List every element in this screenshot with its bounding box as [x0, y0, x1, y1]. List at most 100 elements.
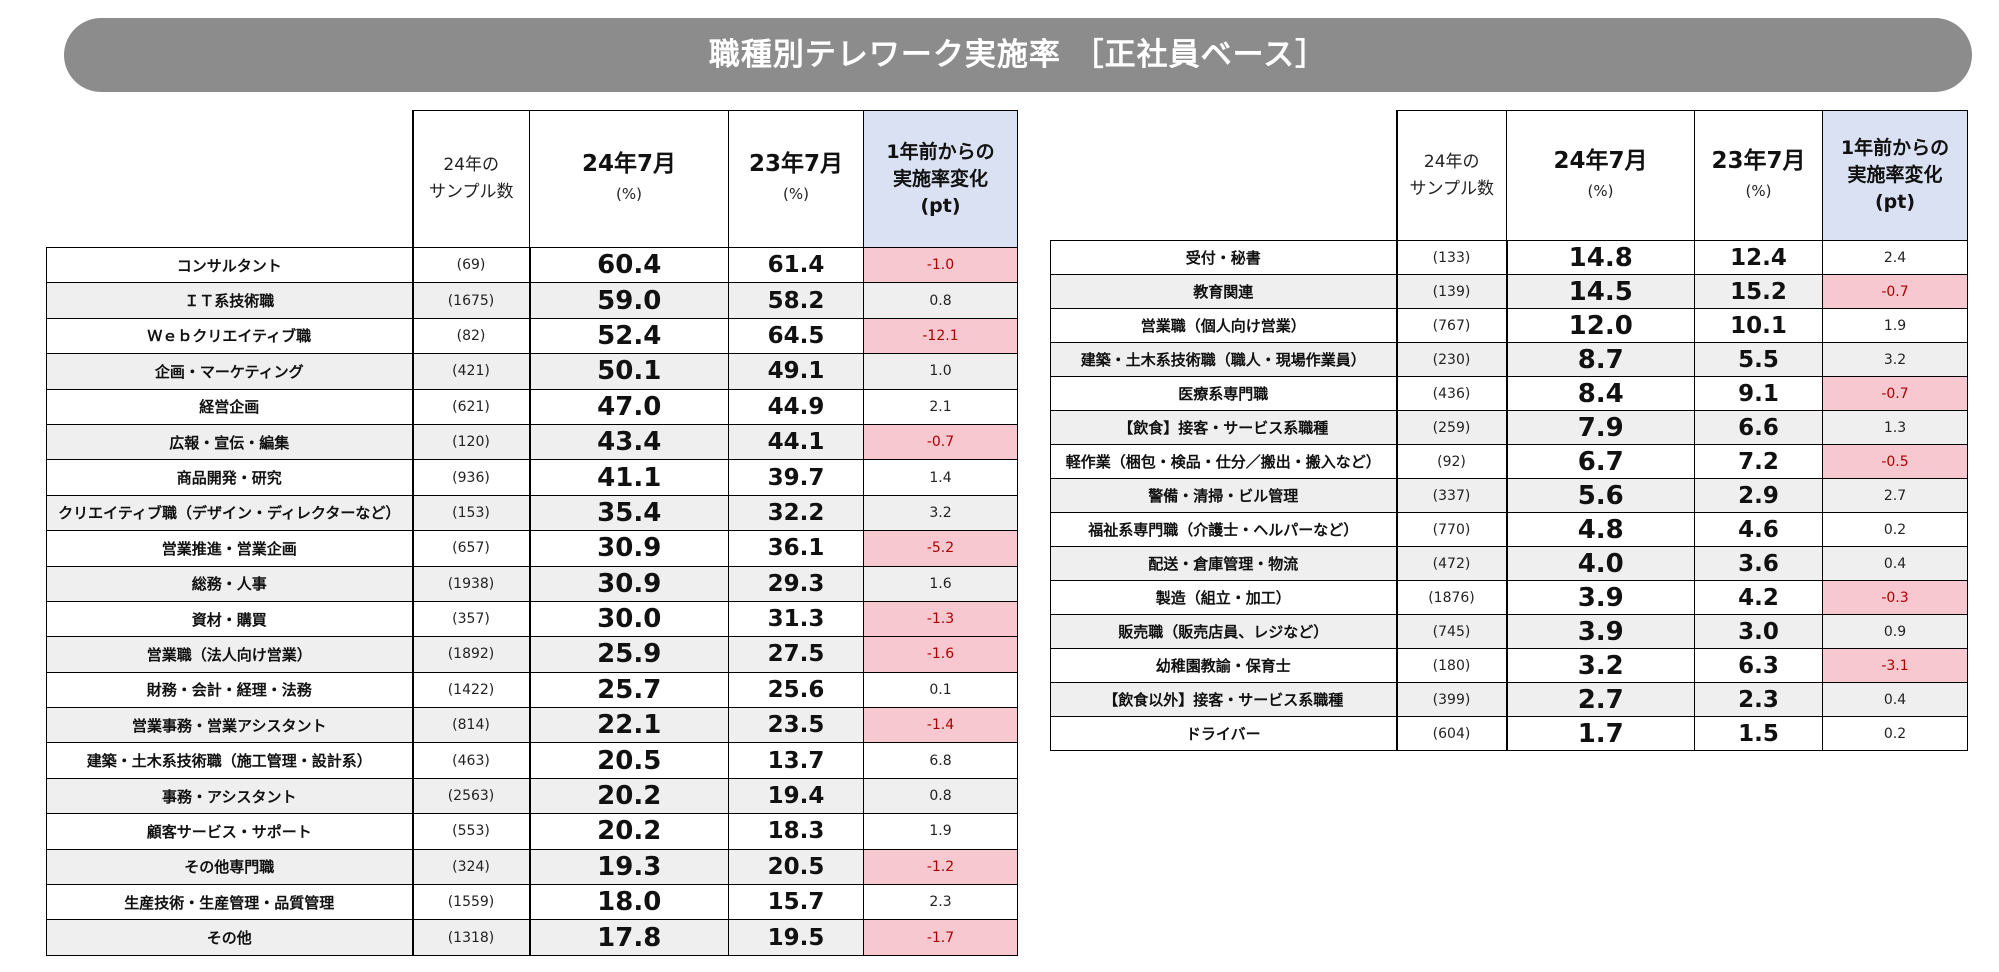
occupation-label: 生産技術・生産管理・品質管理 — [46, 884, 414, 921]
sample-count: (621) — [412, 388, 531, 425]
table-row: 資材・購買 (357) 30.0 31.3 -1.3 — [46, 600, 1018, 638]
table-row: 建築・土木系技術職（職人・現場作業員） (230) 8.7 5.5 3.2 — [1050, 342, 1968, 377]
table-row: 営業職（法人向け営業） (1892) 25.9 27.5 -1.6 — [46, 636, 1018, 673]
occupation-label: 顧客サービス・サポート — [46, 813, 414, 850]
rate-2023: 13.7 — [728, 742, 864, 779]
rate-2023: 23.5 — [728, 707, 864, 744]
table-row: 営業職（個人向け営業） (767) 12.0 10.1 1.9 — [1050, 308, 1968, 343]
header-blank — [46, 110, 414, 248]
occupation-label: ＩＴ系技術職 — [46, 282, 414, 319]
table-row: 建築・土木系技術職（施工管理・設計系） (463) 20.5 13.7 6.8 — [46, 742, 1018, 779]
occupation-label: 警備・清掃・ビル管理 — [1050, 478, 1398, 513]
occupation-label: 総務・人事 — [46, 565, 414, 602]
rate-2023: 32.2 — [728, 494, 864, 532]
occupation-label: 製造（組立・加工） — [1050, 580, 1398, 615]
rate-change: 0.8 — [863, 282, 1018, 319]
table-row: 商品開発・研究 (936) 41.1 39.7 1.4 — [46, 459, 1018, 496]
occupation-label: 企画・マーケティング — [46, 353, 414, 390]
title-banner: 職種別テレワーク実施率 ［正社員ベース］ — [64, 18, 1972, 92]
sample-count: (259) — [1396, 410, 1508, 445]
rate-change: 0.4 — [1822, 682, 1968, 717]
sample-count: (2563) — [412, 777, 531, 815]
rate-2023: 20.5 — [728, 848, 864, 886]
sample-count: (463) — [412, 742, 531, 779]
occupation-label: 幼稚園教諭・保育士 — [1050, 648, 1398, 683]
sample-count: (1938) — [412, 565, 531, 602]
table-row: 医療系専門職 (436) 8.4 9.1 -0.7 — [1050, 376, 1968, 411]
sample-count: (230) — [1396, 342, 1508, 377]
table-row: 【飲食】接客・サービス系職種 (259) 7.9 6.6 1.3 — [1050, 410, 1968, 445]
table-row: 幼稚園教諭・保育士 (180) 3.2 6.3 -3.1 — [1050, 648, 1968, 683]
rate-change: 3.2 — [863, 494, 1018, 532]
rate-2024: 3.9 — [1506, 580, 1695, 615]
occupation-label: その他 — [46, 919, 414, 956]
rate-change: -0.5 — [1822, 444, 1968, 479]
occupation-label: ドライバー — [1050, 716, 1398, 751]
rate-change: -0.7 — [863, 423, 1018, 461]
table-row: 受付・秘書 (133) 14.8 12.4 2.4 — [1050, 240, 1968, 275]
table-row: 事務・アシスタント (2563) 20.2 19.4 0.8 — [46, 777, 1018, 815]
occupation-label: 医療系専門職 — [1050, 376, 1398, 411]
rate-2023: 4.2 — [1694, 580, 1823, 615]
sample-count: (357) — [412, 600, 531, 638]
header-23: 23年7月 (%) — [728, 110, 864, 248]
occupation-label: 建築・土木系技術職（職人・現場作業員） — [1050, 342, 1398, 377]
sample-count: (553) — [412, 813, 531, 850]
sample-count: (1318) — [412, 919, 531, 956]
table-row: Ｗｅｂクリエイティブ職 (82) 52.4 64.5 -12.1 — [46, 317, 1018, 355]
rate-2024: 59.0 — [529, 282, 729, 319]
rate-2024: 18.0 — [529, 884, 729, 921]
occupation-label: Ｗｅｂクリエイティブ職 — [46, 317, 414, 355]
rate-change: 1.4 — [863, 459, 1018, 496]
occupation-label: 営業職（法人向け営業） — [46, 636, 414, 673]
rate-2024: 41.1 — [529, 459, 729, 496]
rate-2024: 47.0 — [529, 388, 729, 425]
rate-2023: 2.3 — [1694, 682, 1823, 717]
rate-2023: 19.4 — [728, 777, 864, 815]
occupation-label: 営業事務・営業アシスタント — [46, 707, 414, 744]
rate-change: -1.7 — [863, 919, 1018, 956]
rate-2024: 7.9 — [1506, 410, 1695, 445]
rate-2024: 30.9 — [529, 530, 729, 567]
sample-count: (436) — [1396, 376, 1508, 411]
table-row: 製造（組立・加工） (1876) 3.9 4.2 -0.3 — [1050, 580, 1968, 615]
rate-change: -3.1 — [1822, 648, 1968, 683]
occupation-label: その他専門職 — [46, 848, 414, 886]
rate-change: -1.3 — [863, 600, 1018, 638]
rate-2024: 20.2 — [529, 813, 729, 850]
rate-change: 1.0 — [863, 353, 1018, 390]
sample-count: (153) — [412, 494, 531, 532]
sample-count: (421) — [412, 353, 531, 390]
rate-2023: 1.5 — [1694, 716, 1823, 751]
header-change: 1年前からの 実施率変化 (pt) — [1822, 110, 1968, 241]
rate-2024: 6.7 — [1506, 444, 1695, 479]
rate-2023: 27.5 — [728, 636, 864, 673]
rate-change: 2.3 — [863, 884, 1018, 921]
rate-2024: 43.4 — [529, 423, 729, 461]
rate-2023: 64.5 — [728, 317, 864, 355]
table-row: 教育関連 (139) 14.5 15.2 -0.7 — [1050, 274, 1968, 309]
occupation-label: 財務・会計・経理・法務 — [46, 671, 414, 709]
rate-2023: 19.5 — [728, 919, 864, 956]
rate-change: 3.2 — [1822, 342, 1968, 377]
sample-count: (1422) — [412, 671, 531, 709]
header-24: 24年7月 (%) — [529, 110, 729, 248]
rate-2024: 8.7 — [1506, 342, 1695, 377]
table-row: 【飲食以外】接客・サービス系職種 (399) 2.7 2.3 0.4 — [1050, 682, 1968, 717]
sample-count: (814) — [412, 707, 531, 744]
rate-2023: 44.9 — [728, 388, 864, 425]
rate-2023: 3.6 — [1694, 546, 1823, 581]
rate-2023: 39.7 — [728, 459, 864, 496]
rate-2024: 35.4 — [529, 494, 729, 532]
occupation-label: 【飲食】接客・サービス系職種 — [1050, 410, 1398, 445]
occupation-label: 営業職（個人向け営業） — [1050, 308, 1398, 343]
rate-2024: 22.1 — [529, 707, 729, 744]
rate-2023: 61.4 — [728, 246, 864, 284]
rate-2024: 25.7 — [529, 671, 729, 709]
rate-2023: 6.3 — [1694, 648, 1823, 683]
table-row: クリエイティブ職（デザイン・ディレクターなど） (153) 35.4 32.2 3.2 — [46, 494, 1018, 532]
rate-2024: 20.5 — [529, 742, 729, 779]
rate-2024: 60.4 — [529, 246, 729, 284]
table-row: 営業事務・営業アシスタント (814) 22.1 23.5 -1.4 — [46, 707, 1018, 744]
sample-count: (180) — [1396, 648, 1508, 683]
